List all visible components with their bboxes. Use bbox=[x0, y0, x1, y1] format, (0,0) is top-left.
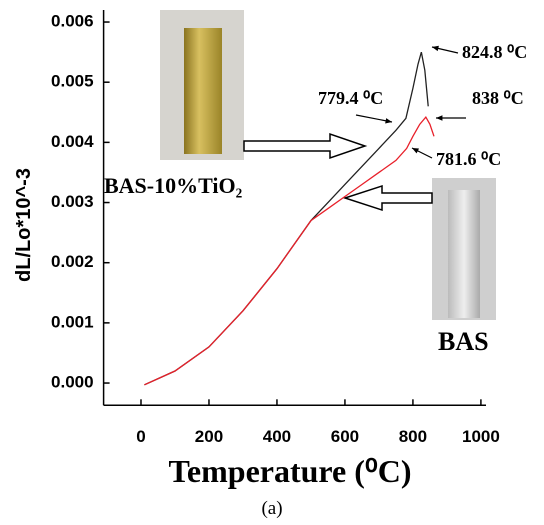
sample-label: BAS bbox=[438, 327, 489, 356]
annotation: 779.4 ⁰C bbox=[318, 88, 383, 108]
x-tick-label: 400 bbox=[263, 427, 291, 446]
pointer-arrow bbox=[342, 184, 433, 212]
arrow-head bbox=[432, 45, 439, 52]
y-tick-label: 0.000 bbox=[51, 373, 94, 392]
caption: (a) bbox=[261, 498, 282, 519]
y-tick-label: 0.006 bbox=[51, 12, 94, 31]
y-tick-label: 0.003 bbox=[51, 192, 94, 211]
photo-sample bbox=[184, 28, 222, 154]
x-tick-label: 0 bbox=[136, 427, 145, 446]
x-tick-label: 1000 bbox=[462, 427, 500, 446]
x-tick-label: 800 bbox=[399, 427, 427, 446]
arrow-head bbox=[436, 115, 443, 121]
pointer-arrow bbox=[243, 132, 368, 160]
arrow-head bbox=[412, 148, 419, 154]
photo-sample bbox=[448, 190, 480, 318]
arrow-head bbox=[385, 118, 392, 124]
y-axis-title: dL/Lo*10^-3 bbox=[13, 168, 35, 282]
x-tick-label: 200 bbox=[195, 427, 223, 446]
y-tick-label: 0.005 bbox=[51, 72, 94, 91]
x-tick-label: 600 bbox=[331, 427, 359, 446]
y-tick-label: 0.001 bbox=[51, 312, 94, 331]
data-line bbox=[144, 115, 435, 386]
x-axis-title: Temperature (⁰C) bbox=[169, 453, 412, 489]
annotation: 824.8 ⁰C bbox=[462, 42, 527, 62]
y-tick-label: 0.002 bbox=[51, 252, 94, 271]
annotation: 781.6 ⁰C bbox=[436, 149, 501, 169]
annotation: 838 ⁰C bbox=[472, 88, 524, 108]
y-tick-label: 0.004 bbox=[51, 132, 94, 151]
sample-label: BAS-10%TiO₂ bbox=[104, 173, 243, 198]
